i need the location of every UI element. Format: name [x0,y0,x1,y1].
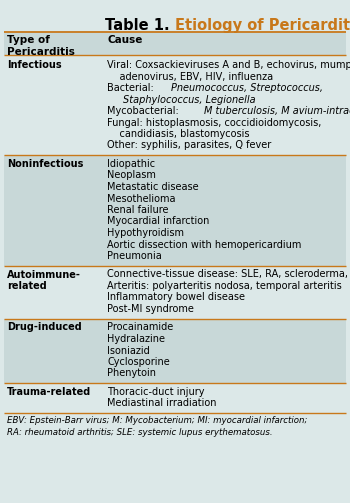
Text: Isoniazid: Isoniazid [107,346,150,356]
Bar [4,266,346,318]
Text: Cyclosporine: Cyclosporine [107,357,170,367]
Text: Renal failure: Renal failure [107,205,168,215]
Text: Hydralazine: Hydralazine [107,334,165,344]
Text: Other: syphilis, parasites, Q fever: Other: syphilis, parasites, Q fever [107,140,271,150]
Text: Cause: Cause [107,35,142,45]
Text: Mesothelioma: Mesothelioma [107,194,175,204]
Text: Mediastinal irradiation: Mediastinal irradiation [107,398,217,408]
Bar [4,318,346,383]
Text: Fungal: histoplasmosis, coccidioidomycosis,: Fungal: histoplasmosis, coccidioidomycos… [107,118,321,127]
Bar [4,56,346,155]
Text: Trauma-related: Trauma-related [7,387,91,397]
Text: Aortic dissection with hemopericardium: Aortic dissection with hemopericardium [107,239,301,249]
Text: Staphylococcus, Legionella: Staphylococcus, Legionella [123,95,256,105]
Text: Etiology of Pericarditis: Etiology of Pericarditis [175,18,350,33]
Text: Pneumococcus, Streptococcus,: Pneumococcus, Streptococcus, [172,83,323,93]
Text: Infectious: Infectious [7,60,62,70]
Text: Mycobacterial:: Mycobacterial: [107,106,182,116]
Text: Type of
Pericarditis: Type of Pericarditis [7,35,75,57]
Text: Idiopathic: Idiopathic [107,159,155,169]
Bar [4,33,346,55]
Text: Pneumonia: Pneumonia [107,251,162,261]
Text: adenovirus, EBV, HIV, influenza: adenovirus, EBV, HIV, influenza [107,71,273,81]
Text: Connective-tissue disease: SLE, RA, scleroderma, mixed: Connective-tissue disease: SLE, RA, scle… [107,270,350,280]
Text: Metastatic disease: Metastatic disease [107,182,199,192]
Text: Post-MI syndrome: Post-MI syndrome [107,304,194,314]
Text: Table 1.: Table 1. [105,18,175,33]
Text: Neoplasm: Neoplasm [107,171,156,181]
Text: Viral: Coxsackieviruses A and B, echovirus, mumps,: Viral: Coxsackieviruses A and B, echovir… [107,60,350,70]
Text: Drug-induced: Drug-induced [7,322,82,332]
Text: Inflammatory bowel disease: Inflammatory bowel disease [107,293,245,302]
Text: Hypothyroidism: Hypothyroidism [107,228,184,238]
Text: EBV: Epstein-Barr virus; M: Mycobacterium; MI: myocardial infarction;
RA: rheuma: EBV: Epstein-Barr virus; M: Mycobacteriu… [7,416,307,437]
Bar [4,383,346,413]
Text: Arteritis: polyarteritis nodosa, temporal arteritis: Arteritis: polyarteritis nodosa, tempora… [107,281,342,291]
Text: Bacterial:: Bacterial: [107,83,157,93]
Text: Noninfectious: Noninfectious [7,159,83,169]
Text: Autoimmune-
related: Autoimmune- related [7,270,81,291]
Text: Thoracic-duct injury: Thoracic-duct injury [107,387,204,397]
Text: Phenytoin: Phenytoin [107,369,156,378]
Text: Procainamide: Procainamide [107,322,173,332]
Text: candidiasis, blastomycosis: candidiasis, blastomycosis [107,129,250,139]
Text: Myocardial infarction: Myocardial infarction [107,216,209,226]
Bar [4,155,346,266]
Text: M tuberculosis, M avium-intracellulare: M tuberculosis, M avium-intracellulare [204,106,350,116]
